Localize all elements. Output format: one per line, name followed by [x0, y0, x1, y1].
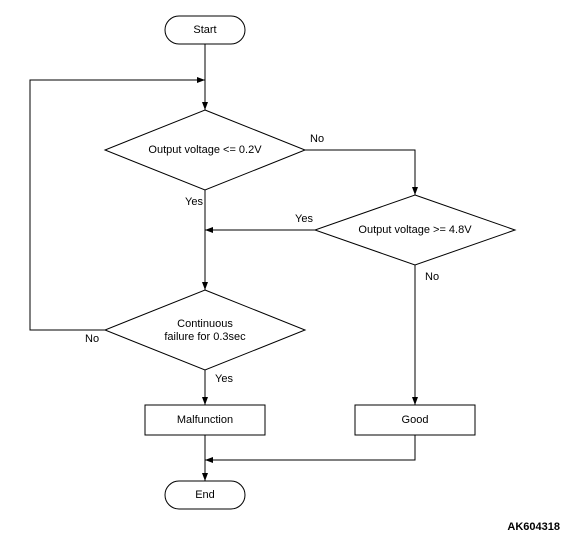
node-end: End — [165, 481, 245, 509]
edge-3-label: Yes — [295, 213, 313, 225]
edge-3: Yes — [205, 213, 315, 233]
node-dec_low: Output voltage <= 0.2V — [105, 110, 305, 190]
node-malfunction-label: Malfunction — [177, 414, 233, 426]
node-start: Start — [165, 16, 245, 44]
edge-9 — [202, 460, 208, 481]
edge-4-label: No — [425, 271, 439, 283]
node-malfunction: Malfunction — [145, 405, 265, 435]
reference-label: AK604318 — [507, 521, 560, 533]
node-good: Good — [355, 405, 475, 435]
edge-8 — [205, 435, 415, 463]
edge-5-label: Yes — [215, 373, 233, 385]
flowchart-canvas: Yes No Yes No Yes No Start Output voltage <= 0.… — [0, 0, 577, 546]
edge-1: Yes — [185, 190, 208, 290]
edge-1-label: Yes — [185, 196, 203, 208]
node-end-label: End — [195, 489, 215, 501]
edge-6-label: No — [85, 333, 99, 345]
node-dec_high: Output voltage >= 4.8V — [315, 195, 515, 265]
node-start-label: Start — [193, 24, 216, 36]
edge-2-label: No — [310, 133, 324, 145]
edge-5: Yes — [202, 370, 233, 405]
edge-2: No — [305, 133, 418, 195]
node-dec_low-label: Output voltage <= 0.2V — [148, 144, 262, 156]
node-good-label: Good — [402, 414, 429, 426]
node-dec_cont: Continuousfailure for 0.3sec — [105, 290, 305, 370]
node-dec_cont-label-2: failure for 0.3sec — [164, 331, 246, 343]
node-dec_cont-label-1: Continuous — [177, 318, 233, 330]
node-dec_high-label: Output voltage >= 4.8V — [358, 224, 472, 236]
edge-0 — [202, 44, 208, 110]
edge-4: No — [412, 265, 439, 405]
